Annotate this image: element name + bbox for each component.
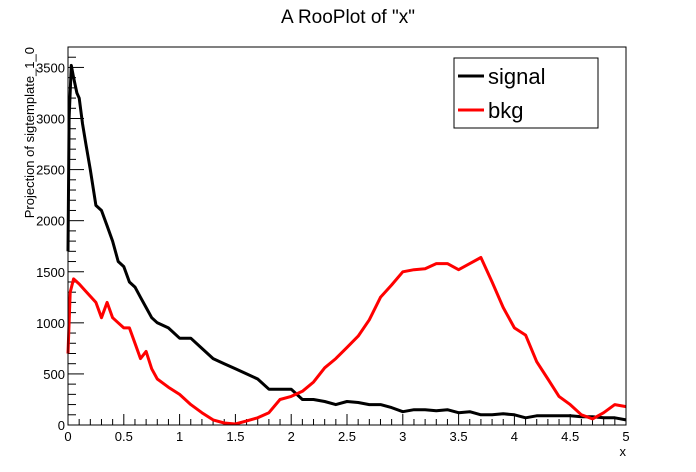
y-tick-label: 2500 (36, 163, 65, 178)
x-axis-title: x (620, 444, 627, 459)
legend-label-signal: signal (488, 64, 545, 89)
y-tick-label: 500 (43, 367, 65, 382)
x-tick-label: 1 (176, 429, 183, 444)
x-tick-label: 1.5 (226, 429, 244, 444)
y-tick-label: 0 (58, 418, 65, 433)
y-tick-label: 1000 (36, 316, 65, 331)
y-tick-label: 1500 (36, 265, 65, 280)
y-tick-label: 2000 (36, 214, 65, 229)
plot-frame (67, 46, 627, 426)
series-line-signal (66, 63, 627, 422)
x-tick-label: 2.5 (338, 429, 356, 444)
series-layer (66, 63, 627, 426)
x-tick-label: 2 (288, 429, 295, 444)
chart-title: A RooPlot of "x" (281, 7, 415, 28)
x-tick-label: 4.5 (561, 429, 579, 444)
x-tick-label: 4 (511, 429, 518, 444)
legend-box (453, 57, 599, 129)
legend-label-bkg: bkg (488, 98, 523, 123)
x-tick-label: 5 (622, 429, 629, 444)
x-tick-label: 3 (399, 429, 406, 444)
axis-ticks (67, 46, 627, 426)
y-axis-title: Projection of sigtemplate_1_0 (22, 47, 37, 218)
x-tick-label: 0.5 (115, 429, 133, 444)
legend: signal bkg (453, 57, 599, 129)
x-tick-label: 3.5 (450, 429, 468, 444)
axis-tick-labels: 0 0.5 1 1.5 2 2.5 3 3.5 4 4.5 5 0 500 1000 1500 2000 250… (36, 60, 630, 444)
series-line-bkg (66, 256, 627, 426)
x-tick-label: 0 (64, 429, 71, 444)
y-tick-label: 3000 (36, 112, 65, 127)
y-tick-label: 3500 (36, 60, 65, 75)
